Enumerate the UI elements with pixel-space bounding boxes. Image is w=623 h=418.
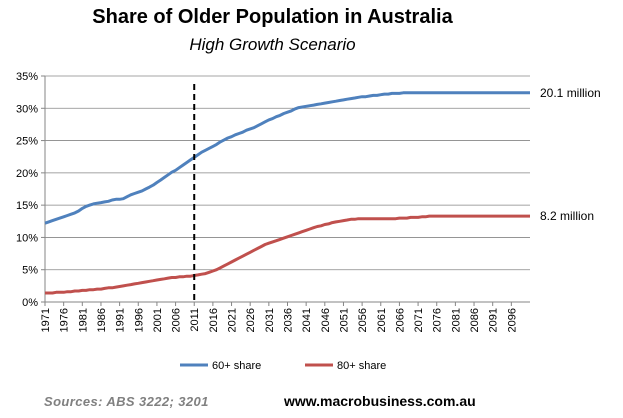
legend-label: 60+ share: [212, 360, 261, 372]
x-axis-tick-labels: 1971 1976 1981 1986 1991 1996 2001 2006 2011 2016…: [40, 308, 518, 332]
series-lines: [44, 91, 530, 295]
gridlines: [45, 75, 530, 271]
x-tick-label: 2096: [506, 308, 518, 332]
x-tick-label: 2061: [376, 308, 388, 332]
x-tick-label: 2056: [357, 308, 369, 332]
x-tick-label: 2041: [301, 308, 313, 332]
x-tick-label: 2036: [283, 308, 295, 332]
x-tick-label: 2051: [338, 308, 350, 332]
y-tick-label: 35%: [16, 71, 38, 83]
series-line-60-plus: [44, 91, 530, 225]
x-tick-label: 2011: [189, 308, 201, 332]
x-tick-label: 2081: [450, 308, 462, 332]
y-tick-label: 30%: [16, 103, 38, 115]
x-tick-label: 2091: [488, 308, 500, 332]
x-tick-label: 2021: [227, 308, 239, 332]
chart-title: Share of Older Population in Australia: [92, 6, 453, 28]
x-tick-label: 2071: [413, 308, 425, 332]
y-tick-label: 5%: [22, 265, 38, 277]
x-tick-label: 2076: [432, 308, 444, 332]
axes: [41, 75, 530, 306]
y-tick-label: 0%: [22, 297, 38, 309]
x-tick-label: 1976: [59, 308, 71, 332]
x-tick-label: 2066: [394, 308, 406, 332]
series-line-80-plus: [45, 214, 530, 295]
x-tick-label: 1996: [133, 308, 145, 332]
x-tick-label: 2016: [208, 308, 220, 332]
x-tick-label: 1981: [77, 308, 89, 332]
x-tick-label: 2006: [171, 308, 183, 332]
legend: 60+ share 80+ share: [180, 360, 386, 372]
end-label-80-plus: 8.2 million: [540, 209, 594, 223]
y-tick-label: 10%: [16, 232, 38, 244]
x-tick-label: 1986: [96, 308, 108, 332]
x-tick-label: 2026: [245, 308, 257, 332]
x-tick-label: 1991: [115, 308, 127, 332]
end-labels: 20.1 million 8.2 million: [540, 86, 601, 223]
x-tick-label: 1971: [40, 308, 52, 332]
y-tick-label: 25%: [16, 136, 38, 148]
x-tick-label: 2086: [469, 308, 481, 332]
x-tick-label: 2046: [320, 308, 332, 332]
x-tick-label: 2031: [264, 308, 276, 332]
end-label-60-plus: 20.1 million: [540, 86, 601, 100]
x-tick-label: 2001: [152, 308, 164, 332]
legend-label: 80+ share: [337, 360, 386, 372]
chart-subtitle: High Growth Scenario: [189, 35, 356, 54]
sources-note: Sources: ABS 3222; 3201: [44, 394, 209, 409]
y-axis-tick-labels: 0% 5% 10% 15% 20% 25% 30% 35%: [16, 71, 38, 309]
y-tick-label: 20%: [16, 168, 38, 180]
website-link[interactable]: www.macrobusiness.com.au: [284, 393, 476, 409]
y-tick-label: 15%: [16, 200, 38, 212]
